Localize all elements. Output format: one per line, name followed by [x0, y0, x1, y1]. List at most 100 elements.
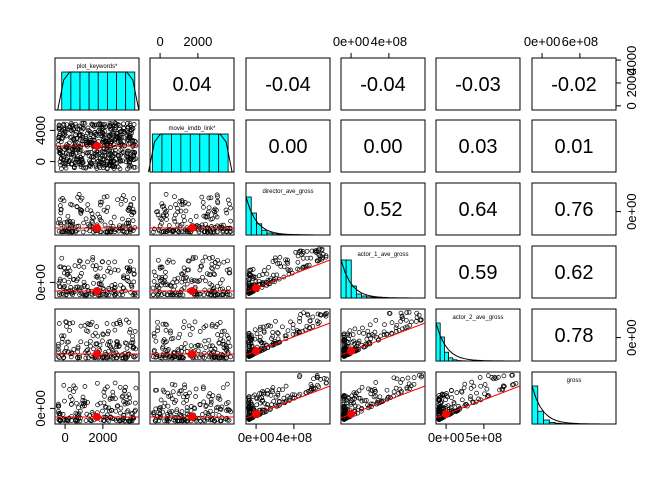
data-point: [121, 193, 126, 198]
data-point: [124, 221, 129, 226]
data-point: [88, 208, 94, 214]
data-point: [55, 347, 61, 352]
data-point: [216, 340, 222, 346]
histogram-5: [531, 385, 579, 425]
data-point: [161, 291, 167, 296]
data-point: [156, 275, 162, 281]
data-point: [115, 164, 121, 170]
data-point: [58, 156, 64, 162]
histogram-bar-2-4: [266, 232, 273, 236]
data-point: [64, 319, 69, 325]
data-point: [59, 255, 65, 261]
data-point: [112, 380, 118, 386]
data-point: [215, 199, 220, 204]
data-point: [281, 395, 287, 401]
data-point: [68, 285, 74, 290]
variable-label-0: plot_keywords*: [77, 64, 118, 70]
data-point: [282, 333, 288, 339]
data-point: [278, 264, 284, 269]
data-point: [127, 395, 133, 401]
data-point: [256, 273, 262, 279]
data-point: [98, 121, 104, 127]
data-point: [66, 140, 72, 146]
data-point: [129, 284, 135, 290]
data-point: [248, 272, 254, 278]
data-point: [246, 354, 252, 359]
data-point: [341, 403, 347, 409]
data-point: [188, 343, 194, 349]
data-point: [86, 150, 92, 155]
left-tick-label: 0e+00: [33, 390, 48, 427]
data-point: [206, 337, 212, 343]
data-point: [56, 146, 62, 151]
data-point: [159, 265, 165, 270]
data-point: [127, 327, 133, 332]
mean-point-2-1: [188, 224, 196, 232]
data-point: [260, 272, 265, 277]
data-point: [122, 418, 128, 424]
data-point: [308, 255, 314, 261]
data-point: [89, 139, 95, 145]
data-point: [188, 218, 193, 223]
panel-frame-3-5: [531, 245, 617, 299]
data-point: [199, 194, 205, 200]
data-point: [74, 204, 80, 209]
data-point: [66, 229, 72, 235]
data-point: [97, 150, 103, 156]
data-point: [200, 258, 206, 264]
data-point: [227, 270, 233, 276]
data-point: [56, 122, 62, 128]
data-point: [95, 273, 101, 279]
data-point: [184, 398, 190, 403]
data-point: [56, 417, 62, 423]
data-point: [495, 375, 501, 380]
data-point: [67, 387, 72, 392]
data-point: [64, 339, 70, 345]
data-point: [63, 319, 69, 325]
data-point: [112, 285, 118, 290]
data-point: [270, 385, 276, 390]
data-point: [110, 226, 115, 232]
data-point: [301, 264, 306, 270]
data-point: [131, 272, 137, 277]
data-point: [84, 226, 90, 232]
right-tick-label: 0e+00: [624, 319, 639, 356]
data-point: [155, 209, 161, 214]
data-point: [93, 341, 99, 347]
data-point: [155, 257, 161, 263]
mean-point-2-0: [93, 224, 101, 232]
panel-frame-4-2: [245, 308, 331, 362]
data-point: [124, 341, 129, 346]
data-point: [469, 379, 475, 385]
data-point: [61, 126, 67, 132]
data-point: [124, 148, 130, 154]
data-point: [268, 393, 274, 398]
data-point: [71, 383, 77, 389]
data-point: [64, 289, 70, 295]
data-point: [189, 279, 195, 284]
data-point: [113, 418, 119, 423]
histogram-1: [152, 133, 229, 173]
data-point: [56, 321, 62, 326]
data-point: [323, 380, 329, 386]
data-point: [459, 388, 464, 394]
data-point: [73, 284, 79, 290]
data-point: [290, 395, 296, 400]
data-point: [85, 400, 90, 405]
histogram-bar-0-4: [97, 71, 108, 111]
data-point: [210, 412, 216, 417]
data-point: [373, 318, 379, 323]
data-point: [69, 418, 74, 423]
data-point: [276, 387, 282, 392]
mean-point-5-4: [442, 410, 451, 418]
data-point: [478, 383, 484, 389]
data-point: [70, 149, 76, 155]
data-point: [65, 228, 70, 234]
data-point: [182, 385, 188, 390]
mean-point-5-2: [252, 410, 261, 418]
data-point: [159, 355, 165, 361]
data-point: [169, 292, 175, 298]
density-curve-0: [57, 71, 140, 111]
data-point: [81, 120, 86, 126]
data-point: [131, 291, 137, 296]
